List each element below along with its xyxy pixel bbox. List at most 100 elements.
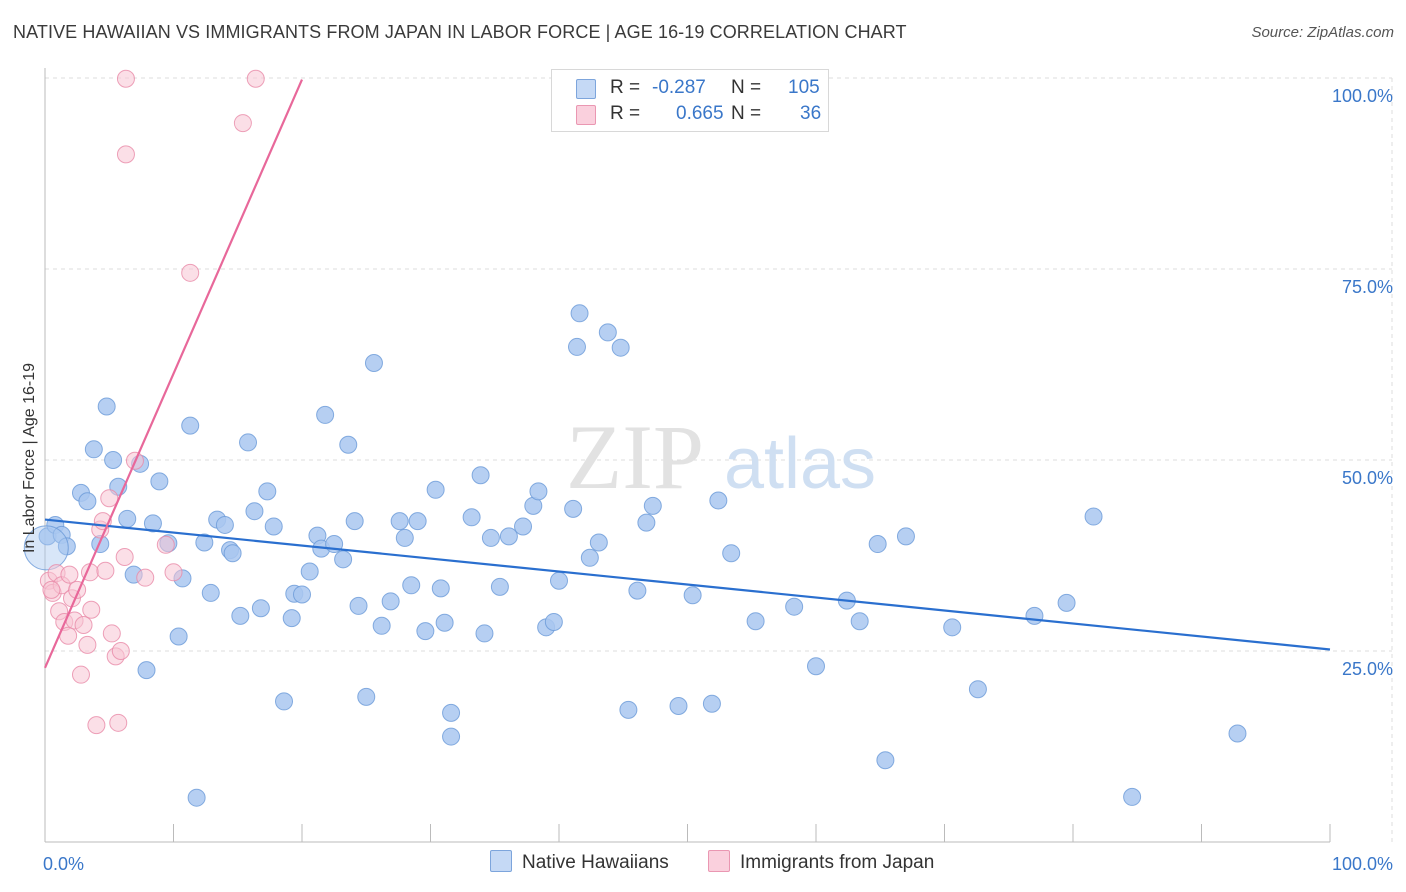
data-point: [116, 69, 135, 88]
data-point: [258, 482, 277, 501]
data-point: [109, 713, 128, 732]
data-point: [251, 599, 270, 618]
data-point: [275, 692, 294, 711]
data-point: [82, 600, 101, 619]
data-point: [349, 596, 368, 615]
data-point: [334, 550, 353, 569]
data-point: [96, 561, 115, 580]
y-tick-label: 75.0%: [1342, 277, 1393, 297]
data-point: [223, 544, 242, 563]
data-point: [372, 616, 391, 635]
data-point: [137, 661, 156, 680]
data-point: [550, 571, 568, 590]
data-point: [215, 515, 234, 534]
data-point: [364, 353, 383, 372]
watermark-atlas: atlas: [724, 424, 876, 504]
legend-n-label: N =: [731, 103, 762, 124]
data-point: [233, 114, 252, 133]
tick-labels: 100.0% 75.0% 50.0% 25.0% 0.0% 100.0%: [43, 86, 1393, 874]
data-point: [611, 338, 630, 357]
data-point: [471, 466, 490, 485]
data-point: [544, 612, 563, 631]
x-tick-label: 100.0%: [1332, 854, 1393, 874]
legend-n-value: 36: [800, 103, 822, 124]
data-point: [78, 635, 97, 654]
y-tick-label: 100.0%: [1332, 86, 1393, 106]
y-axis-label: In Labor Force | Age 16-19: [21, 363, 38, 553]
chart-title: NATIVE HAWAIIAN VS IMMIGRANTS FROM JAPAN…: [13, 22, 907, 42]
data-point: [567, 337, 586, 356]
data-point: [116, 145, 135, 164]
data-point: [231, 606, 250, 625]
data-point: [345, 512, 364, 531]
bottom-legend-native-hawaiians: Native Hawaiians: [490, 850, 669, 876]
data-point: [481, 528, 500, 547]
data-point: [475, 624, 494, 643]
legend-r-label: R =: [610, 77, 641, 98]
bottom-legend-immigrants-from-japan: Immigrants from Japan: [708, 850, 935, 876]
data-point: [150, 472, 169, 491]
data-point: [102, 624, 121, 643]
data-point: [1084, 507, 1103, 526]
data-point: [316, 405, 335, 424]
data-point: [435, 613, 454, 632]
data-point: [785, 597, 804, 616]
data-point: [381, 592, 400, 611]
data-point: [339, 435, 358, 454]
data-point: [187, 788, 206, 807]
source-label: Source: ZipAtlas.com: [1251, 24, 1394, 41]
data-point: [111, 642, 130, 660]
data-point: [84, 440, 103, 459]
data-point: [1123, 787, 1142, 806]
data-point: [442, 703, 461, 722]
data-point: [896, 527, 915, 546]
data-point: [619, 700, 638, 719]
legend-swatch-blue: [576, 79, 596, 99]
data-point: [181, 263, 200, 282]
data-point: [416, 622, 435, 641]
data-point: [442, 727, 461, 746]
x-tick-label: 0.0%: [43, 854, 84, 874]
data-point: [60, 565, 79, 584]
data-point: [293, 585, 311, 604]
data-point: [100, 489, 119, 508]
data-point: [78, 492, 97, 511]
y-tick-label: 25.0%: [1342, 659, 1393, 679]
data-point: [282, 609, 301, 628]
data-point: [589, 533, 608, 552]
data-point: [746, 612, 765, 631]
legend-r-value: 0.665: [676, 103, 724, 124]
data-point: [490, 577, 509, 596]
data-point: [702, 694, 721, 713]
axes: [44, 68, 1331, 843]
data-point: [431, 579, 450, 598]
data-point: [402, 576, 421, 595]
data-point: [722, 544, 741, 563]
data-point: [426, 480, 445, 499]
data-point: [807, 657, 825, 676]
data-point: [71, 665, 90, 684]
data-point: [246, 69, 265, 88]
data-point: [876, 751, 895, 770]
data-point: [115, 548, 134, 567]
data-point: [104, 451, 123, 469]
data-point: [570, 304, 589, 323]
data-point: [42, 580, 61, 599]
data-point: [669, 697, 688, 716]
data-point: [564, 499, 583, 518]
data-point: [357, 687, 376, 706]
bottom-legend-swatch-pink: [708, 850, 730, 872]
data-point: [195, 533, 214, 552]
legend-r-value: -0.287: [652, 77, 706, 98]
data-point: [709, 491, 728, 510]
data-point: [499, 527, 518, 546]
data-point: [136, 568, 155, 587]
bottom-legend-swatch-blue: [490, 850, 512, 872]
data-point: [943, 618, 962, 637]
watermark: ZIP atlas: [566, 406, 876, 508]
trend-line: [43, 79, 304, 669]
bottom-legend-label: Immigrants from Japan: [740, 852, 935, 874]
data-point: [514, 517, 533, 536]
y-tick-label: 50.0%: [1342, 468, 1393, 488]
data-point: [181, 416, 200, 435]
